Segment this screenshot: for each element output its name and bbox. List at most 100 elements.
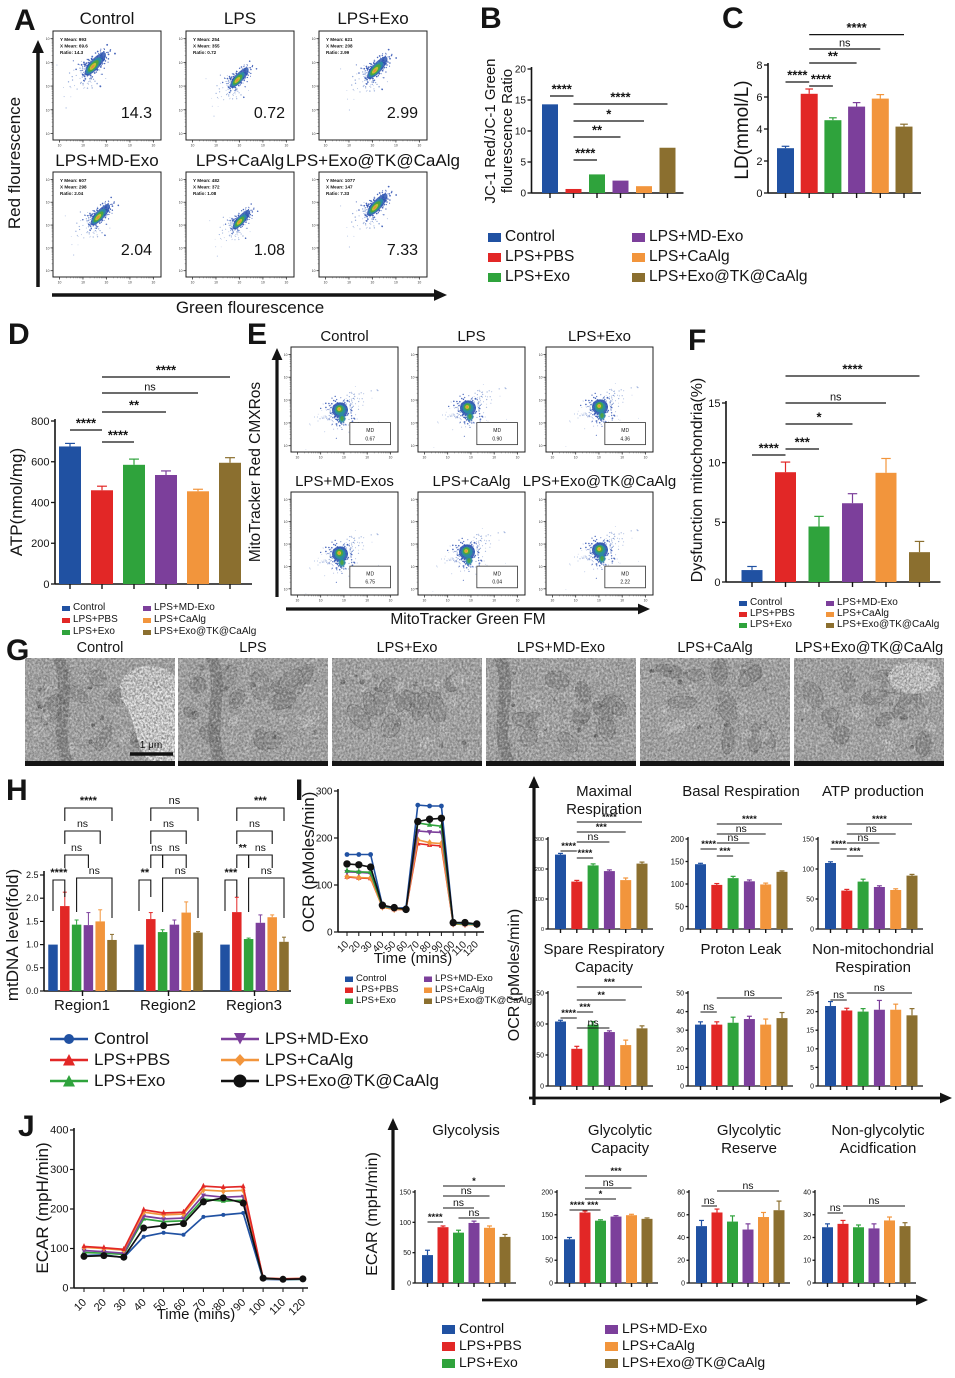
svg-text:10: 10 bbox=[371, 281, 375, 285]
svg-text:ns: ns bbox=[833, 989, 844, 1001]
svg-text:LPS+Exo: LPS+Exo bbox=[356, 995, 396, 1006]
svg-text:10: 10 bbox=[411, 444, 415, 448]
svg-text:X Mean: 208: X Mean: 208 bbox=[326, 44, 353, 49]
svg-text:X Mean: 298: X Mean: 298 bbox=[60, 185, 87, 190]
svg-text:****: **** bbox=[561, 841, 576, 852]
svg-text:ECAR (mpH/min): ECAR (mpH/min) bbox=[364, 1152, 381, 1276]
svg-text:0: 0 bbox=[43, 579, 49, 591]
svg-text:50: 50 bbox=[536, 1052, 544, 1059]
svg-text:10: 10 bbox=[46, 108, 50, 112]
svg-text:10: 10 bbox=[179, 37, 183, 41]
svg-text:0: 0 bbox=[407, 1280, 411, 1287]
svg-text:300: 300 bbox=[316, 787, 333, 798]
svg-text:0: 0 bbox=[327, 928, 333, 939]
svg-text:0: 0 bbox=[714, 577, 720, 589]
svg-text:10: 10 bbox=[676, 1065, 684, 1072]
svg-text:10: 10 bbox=[105, 144, 109, 148]
svg-text:10: 10 bbox=[58, 144, 62, 148]
svg-text:0: 0 bbox=[541, 927, 544, 933]
svg-text:0.72: 0.72 bbox=[254, 105, 285, 122]
svg-text:10: 10 bbox=[179, 61, 183, 65]
svg-text:100: 100 bbox=[399, 1220, 411, 1227]
svg-text:Control: Control bbox=[356, 973, 387, 984]
svg-text:10: 10 bbox=[296, 456, 300, 460]
svg-text:A: A bbox=[14, 4, 36, 37]
svg-text:ns: ns bbox=[261, 865, 272, 877]
svg-text:D: D bbox=[8, 318, 30, 351]
svg-text:10: 10 bbox=[58, 281, 62, 285]
svg-text:10: 10 bbox=[806, 1046, 814, 1053]
svg-text:10: 10 bbox=[620, 599, 624, 603]
svg-text:ns: ns bbox=[703, 1001, 714, 1013]
svg-text:H: H bbox=[6, 774, 28, 807]
svg-text:ns: ns bbox=[77, 818, 88, 830]
svg-text:30: 30 bbox=[803, 1212, 811, 1219]
svg-text:10: 10 bbox=[191, 281, 195, 285]
svg-text:***: *** bbox=[579, 1002, 590, 1013]
svg-text:10: 10 bbox=[179, 178, 183, 182]
svg-text:10: 10 bbox=[446, 456, 450, 460]
svg-text:0: 0 bbox=[520, 189, 526, 200]
svg-text:****: **** bbox=[872, 814, 887, 825]
svg-text:ns: ns bbox=[169, 795, 181, 807]
svg-text:5: 5 bbox=[714, 517, 720, 529]
svg-text:F: F bbox=[688, 324, 706, 357]
svg-text:30: 30 bbox=[676, 1028, 684, 1035]
svg-text:0: 0 bbox=[680, 1083, 684, 1090]
svg-text:10: 10 bbox=[214, 144, 218, 148]
svg-text:ns: ns bbox=[468, 1207, 479, 1219]
svg-text:10: 10 bbox=[238, 281, 242, 285]
svg-text:**: ** bbox=[129, 398, 140, 413]
svg-text:ns: ns bbox=[704, 1195, 715, 1207]
svg-text:10: 10 bbox=[179, 108, 183, 112]
svg-text:***: *** bbox=[604, 977, 615, 988]
svg-text:ns: ns bbox=[461, 1185, 472, 1197]
svg-text:Y Mean: 254: Y Mean: 254 bbox=[193, 37, 220, 42]
svg-text:10: 10 bbox=[411, 587, 415, 591]
svg-text:ns: ns bbox=[163, 818, 174, 830]
svg-text:10: 10 bbox=[179, 269, 183, 273]
svg-text:6: 6 bbox=[756, 92, 762, 104]
svg-text:Green flourescence: Green flourescence bbox=[176, 298, 324, 317]
svg-text:***: *** bbox=[587, 1200, 598, 1211]
svg-text:Ratio: 2.04: Ratio: 2.04 bbox=[60, 191, 84, 196]
svg-text:10: 10 bbox=[620, 456, 624, 460]
svg-text:Y Mean: 621: Y Mean: 621 bbox=[326, 37, 353, 42]
svg-text:LPS+Exo@TK@CaAlg: LPS+Exo@TK@CaAlg bbox=[286, 151, 460, 170]
svg-text:Y Mean: 607: Y Mean: 607 bbox=[60, 178, 87, 183]
svg-text:0: 0 bbox=[756, 188, 762, 200]
svg-text:Reserve: Reserve bbox=[721, 1140, 777, 1157]
svg-text:LPS+PBS: LPS+PBS bbox=[356, 984, 399, 995]
svg-text:LPS+MD-Exos: LPS+MD-Exos bbox=[295, 473, 394, 490]
svg-text:0: 0 bbox=[62, 1283, 68, 1295]
svg-text:0: 0 bbox=[810, 926, 814, 933]
svg-text:ns: ns bbox=[255, 842, 266, 854]
svg-text:Ratio: 2.99: Ratio: 2.99 bbox=[326, 50, 350, 55]
svg-text:10: 10 bbox=[574, 456, 578, 460]
svg-text:****: **** bbox=[787, 68, 808, 83]
svg-text:Time (mins): Time (mins) bbox=[157, 1306, 236, 1323]
svg-text:10: 10 bbox=[551, 456, 555, 460]
svg-text:LPS+CaAlg: LPS+CaAlg bbox=[265, 1050, 353, 1069]
svg-text:5: 5 bbox=[520, 158, 526, 169]
svg-text:JC-1 Red/JC-1 Green: JC-1 Red/JC-1 Green bbox=[482, 58, 499, 203]
svg-text:10: 10 bbox=[371, 144, 375, 148]
svg-text:LPS+CaAlg: LPS+CaAlg bbox=[649, 248, 730, 265]
svg-text:****: **** bbox=[846, 20, 867, 35]
svg-text:****: **** bbox=[570, 1200, 585, 1211]
svg-text:10: 10 bbox=[312, 246, 316, 250]
svg-text:20: 20 bbox=[803, 1235, 811, 1242]
svg-text:Y Mean: 1077: Y Mean: 1077 bbox=[326, 178, 355, 183]
svg-text:10: 10 bbox=[312, 108, 316, 112]
svg-text:10: 10 bbox=[179, 224, 183, 228]
svg-text:****: **** bbox=[742, 814, 757, 825]
svg-text:10: 10 bbox=[46, 85, 50, 89]
svg-text:10: 10 bbox=[46, 224, 50, 228]
svg-text:***: *** bbox=[795, 435, 811, 450]
svg-text:LPS+Exo: LPS+Exo bbox=[337, 9, 408, 28]
svg-text:LPS+PBS: LPS+PBS bbox=[459, 1337, 522, 1353]
svg-text:LPS+CaAlg: LPS+CaAlg bbox=[196, 151, 284, 170]
svg-text:LPS+Exo: LPS+Exo bbox=[505, 268, 570, 285]
svg-text:***: *** bbox=[610, 1166, 621, 1177]
svg-text:MitoTracker Red CMXRos: MitoTracker Red CMXRos bbox=[247, 382, 264, 563]
